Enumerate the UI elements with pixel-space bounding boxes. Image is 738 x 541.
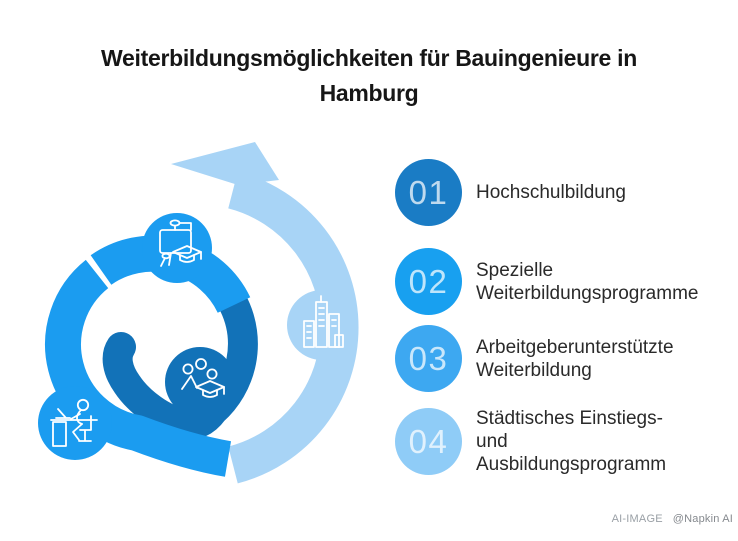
- node-training: [142, 213, 212, 283]
- step-number-badge: 01: [395, 159, 462, 226]
- step-number-badge: 02: [395, 248, 462, 315]
- cycle-diagram: [38, 142, 359, 484]
- node-workstation: [38, 386, 112, 460]
- list-item: 01 Hochschulbildung: [395, 159, 626, 226]
- node-team: [165, 347, 235, 417]
- step-label: Arbeitgeberunterstützte Weiterbildung: [476, 336, 674, 381]
- node-city: [287, 290, 357, 360]
- attribution-brand: AI-IMAGE: [611, 513, 663, 525]
- list-item: 02 Spezielle Weiterbildungsprogramme: [395, 248, 698, 315]
- step-number-badge: 04: [395, 408, 462, 475]
- attribution: AI-IMAGE @Napkin AI: [612, 513, 733, 525]
- city-buildings-icon: [303, 295, 344, 348]
- step-label: Hochschulbildung: [476, 182, 626, 203]
- step-label: Spezielle Weiterbildungsprogramme: [476, 259, 699, 304]
- cycle-inner-spiral: [102, 290, 258, 440]
- step-label: Städtisches Einstiegs- und Ausbildungspr…: [476, 408, 667, 475]
- team-graduation-icon: [181, 358, 225, 398]
- arrow-head: [171, 142, 279, 185]
- list-item: 04 Städtisches Einstiegs- und Ausbildung…: [395, 407, 666, 476]
- attribution-credit: @Napkin AI: [672, 513, 733, 525]
- list-item: 03 Arbeitgeberunterstützte Weiterbildung: [395, 325, 674, 392]
- step-number-badge: 03: [395, 325, 462, 392]
- presentation-graduation-icon: [159, 219, 202, 267]
- person-workstation-icon: [50, 398, 98, 447]
- page-title: Weiterbildungsmöglichkeiten für Bauingen…: [101, 45, 637, 106]
